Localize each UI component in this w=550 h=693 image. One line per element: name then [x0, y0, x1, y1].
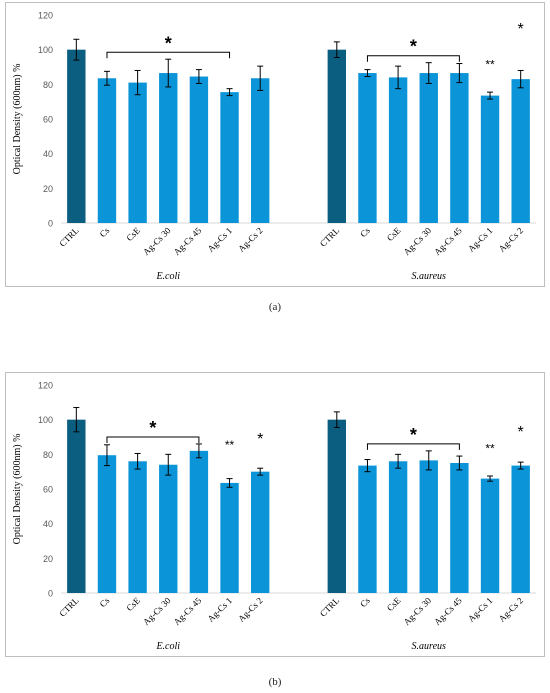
significance-mark: *: [257, 431, 263, 448]
x-tick-label: Ag-Cs 1: [466, 595, 494, 623]
bar-ag-cs-30: [159, 464, 178, 593]
group-label: S.aureus: [412, 271, 446, 282]
bar-ctrl: [327, 49, 346, 223]
bar-ag-cs-1: [220, 92, 239, 223]
bar-ag-cs-2: [511, 79, 530, 223]
significance-bracket: [366, 443, 460, 450]
significance-mark: *: [518, 424, 524, 441]
chart-panel-a: 0 20 40 60 80 100 120 Optical Density (600nm) %…: [5, 2, 545, 287]
y-tick-label: 80: [43, 80, 53, 90]
x-tick-label: Ag-Cs 45: [432, 225, 464, 257]
x-tick-label: Ag-Cs 2: [497, 225, 525, 253]
bar-ctrl: [67, 49, 86, 223]
bar-ag-cs-1: [480, 95, 500, 223]
x-tick-label: CsE: [385, 595, 403, 613]
significance-star: *: [165, 33, 172, 53]
bar-ag-cs-45: [450, 463, 469, 593]
significance-bracket: [366, 55, 460, 62]
significance-mark: *: [518, 21, 524, 38]
x-tick-label: Cs: [358, 225, 372, 239]
significance-bracket: [106, 436, 200, 443]
y-tick-label: 20: [43, 184, 53, 194]
y-tick-label: 100: [38, 415, 53, 425]
bar-cs: [97, 455, 117, 593]
y-tick-label: 120: [38, 381, 53, 391]
chart-b: 0 20 40 60 80 100 120 Optical Density (600nm) %…: [12, 381, 536, 652]
y-tick-label: 40: [43, 149, 53, 159]
group-label: E.coli: [155, 271, 180, 282]
x-tick-label: CsE: [124, 595, 142, 613]
x-tick-label: Ag-Cs 1: [205, 595, 233, 623]
significance-star: *: [410, 425, 417, 445]
significance-mark: **: [225, 438, 235, 452]
group-label: S.aureus: [412, 641, 446, 652]
bar-ag-cs-1: [480, 478, 500, 593]
significance-mark: **: [485, 58, 495, 72]
y-tick-label: 100: [38, 45, 53, 55]
group-label: E.coli: [155, 641, 180, 652]
x-tick-label: Ag-Cs 30: [402, 595, 434, 627]
y-tick-label: 80: [43, 450, 53, 460]
x-tick-label: CTRL: [318, 225, 341, 248]
significance-mark: **: [485, 442, 495, 456]
caption-a: (a): [268, 301, 282, 313]
bar-ag-cs-45: [450, 73, 469, 223]
bar-cs: [97, 78, 117, 224]
bar-cse: [388, 461, 408, 593]
x-tick-label: Ag-Cs 2: [236, 225, 264, 253]
caption-b: (b): [268, 676, 282, 688]
significance-bracket: [106, 51, 231, 59]
x-tick-label: CTRL: [318, 595, 341, 618]
x-tick-label: Ag-Cs 45: [172, 595, 204, 627]
y-tick-label: 120: [38, 11, 53, 21]
significance-star: *: [149, 418, 156, 438]
x-tick-label: CTRL: [57, 595, 80, 618]
y-axis-label: Optical Density (600nm) %: [12, 64, 23, 175]
bar-ag-cs-45: [189, 450, 209, 593]
x-tick-label: CsE: [124, 225, 142, 243]
x-tick-label: Ag-Cs 2: [236, 595, 264, 623]
bar-ag-cs-30: [159, 73, 178, 223]
x-tick-label: Ag-Cs 45: [432, 595, 464, 627]
x-tick-label: CTRL: [57, 225, 80, 248]
x-tick-label: Ag-Cs 30: [141, 595, 173, 627]
bar-ag-cs-1: [220, 482, 239, 593]
bar-ag-cs-2: [251, 78, 270, 224]
bar-ag-cs-30: [419, 73, 438, 223]
bar-cse: [388, 77, 408, 224]
bar-ag-cs-2: [511, 465, 530, 593]
bar-ctrl: [327, 419, 346, 593]
chart-a: 0 20 40 60 80 100 120 Optical Density (600nm) %…: [12, 11, 536, 282]
x-tick-label: Cs: [98, 225, 112, 239]
x-tick-label: Ag-Cs 45: [172, 225, 204, 257]
bar-ctrl: [67, 419, 86, 593]
significance-star: *: [410, 37, 417, 57]
x-tick-label: Ag-Cs 2: [497, 595, 525, 623]
y-tick-label: 20: [43, 554, 53, 564]
x-tick-label: Ag-Cs 30: [141, 225, 173, 257]
x-tick-label: Ag-Cs 1: [466, 225, 494, 253]
bar-cs: [358, 465, 377, 593]
x-tick-label: Cs: [98, 595, 112, 609]
bar-cse: [128, 461, 147, 593]
x-tick-label: Ag-Cs 30: [402, 225, 434, 257]
bar-ag-cs-30: [419, 460, 438, 593]
x-tick-label: CsE: [385, 225, 403, 243]
y-tick-label: 40: [43, 519, 53, 529]
y-tick-label: 60: [43, 115, 53, 125]
bar-ag-cs-2: [251, 471, 270, 593]
chart-panel-b: 0 20 40 60 80 100 120 Optical Density (600nm) %…: [5, 372, 545, 657]
bar-ag-cs-45: [189, 76, 209, 224]
x-tick-label: Cs: [358, 595, 372, 609]
x-tick-label: Ag-Cs 1: [205, 225, 233, 253]
y-axis-label: Optical Density (600nm) %: [12, 434, 23, 545]
bar-cse: [128, 82, 147, 223]
y-tick-label: 0: [48, 219, 53, 229]
y-tick-label: 0: [48, 589, 53, 599]
bar-cs: [358, 73, 377, 223]
y-tick-label: 60: [43, 485, 53, 495]
